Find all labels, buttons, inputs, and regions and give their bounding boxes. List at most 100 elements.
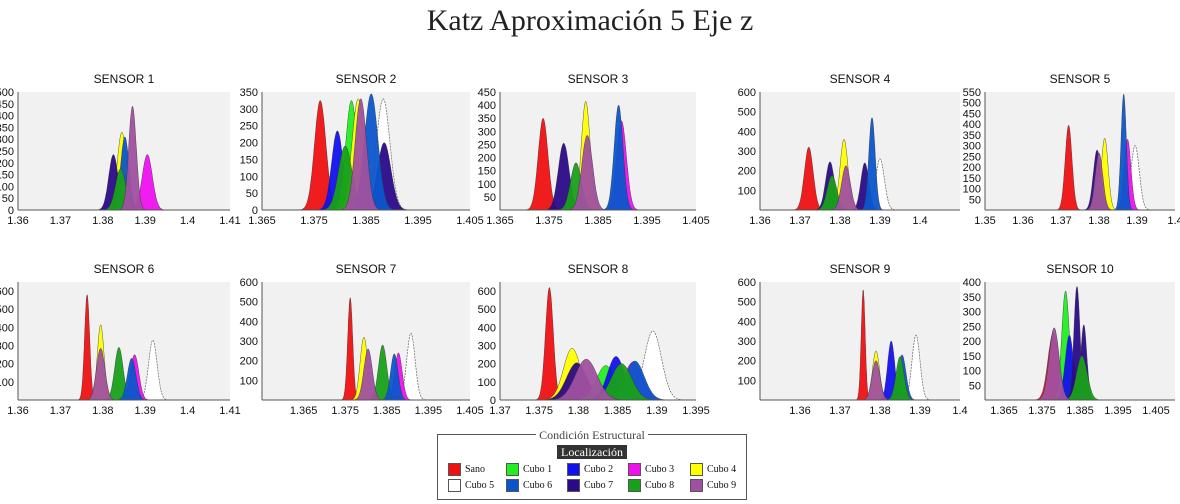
- legend-label: Cubo 4: [707, 464, 737, 475]
- x-tick-label: 1.395: [404, 215, 432, 227]
- x-tick-label: 1.37: [489, 405, 510, 417]
- x-tick-label: 1.4: [952, 405, 967, 417]
- x-tick-label: 1.36: [7, 215, 28, 227]
- y-tick-label: 100: [963, 184, 981, 196]
- panel-title: SENSOR 8: [568, 262, 629, 276]
- density-curve-cubo-9: [1083, 152, 1115, 211]
- y-tick-label: 300: [738, 146, 756, 158]
- legend-item-cubo-1: Cubo 1: [506, 463, 552, 477]
- y-tick-label: 200: [478, 359, 496, 371]
- y-tick-label: 300: [240, 336, 258, 348]
- legend-swatch: [628, 463, 641, 476]
- density-curve-cubo-9: [828, 165, 864, 211]
- y-tick-label: 200: [240, 138, 258, 150]
- x-tick-label: 1.385: [352, 215, 380, 227]
- density-curve-cubo-9: [83, 348, 118, 401]
- x-tick-label: 1.37: [1050, 215, 1071, 227]
- legend-item-cubo-3: Cubo 3: [628, 463, 674, 477]
- figure-title: Katz Aproximación 5 Eje z: [426, 4, 754, 37]
- y-tick-label: 600: [240, 277, 258, 289]
- y-tick-label: 400: [738, 316, 756, 328]
- x-tick-label: 1.36: [789, 405, 810, 417]
- y-tick-label: 150: [963, 351, 981, 363]
- legend-label: Cubo 5: [465, 480, 495, 491]
- y-tick-label: 500: [738, 297, 756, 309]
- legend-swatch: [448, 479, 461, 492]
- y-tick-label: 50: [969, 380, 981, 392]
- y-tick-label: 0: [8, 205, 14, 217]
- x-tick-label: 1.395: [682, 405, 710, 417]
- y-tick-label: 150: [0, 170, 14, 182]
- y-tick-label: 250: [0, 146, 14, 158]
- x-tick-label: 1.38: [1088, 215, 1109, 227]
- x-tick-label: 1.405: [1142, 405, 1170, 417]
- x-tick-label: 1.375: [1028, 405, 1056, 417]
- sensor-panel-1: SENSOR 1 1.36 1.37 1.38 1.39 1.4 1.41 050100150…: [0, 72, 241, 227]
- y-tick-label: 300: [738, 336, 756, 348]
- plot-area: [985, 92, 1175, 210]
- density-curve-cubo-9: [351, 348, 385, 401]
- x-tick-label: 1.41: [219, 215, 240, 227]
- x-tick-label: 1.4: [180, 405, 195, 417]
- y-tick-label: 400: [963, 119, 981, 131]
- y-tick-label: 100: [240, 171, 258, 183]
- x-tick-label: 1.36: [1012, 215, 1033, 227]
- y-tick-label: 0: [490, 395, 496, 407]
- x-tick-label: 1.375: [331, 405, 359, 417]
- x-tick-label: 1.4: [180, 215, 195, 227]
- x-tick-label: 1.385: [1066, 405, 1094, 417]
- x-tick-label: 1.365: [990, 405, 1018, 417]
- y-tick-label: 300: [478, 341, 496, 353]
- x-tick-label: 1.38: [869, 405, 890, 417]
- legend-item-cubo-5: Cubo 5: [448, 479, 494, 493]
- y-tick-label: 250: [478, 139, 496, 151]
- legend-label: Cubo 8: [645, 480, 675, 491]
- x-tick-label: 1.365: [290, 405, 318, 417]
- legend-item-cubo-6: Cubo 6: [506, 479, 552, 493]
- y-tick-label: 500: [478, 304, 496, 316]
- sensor-panel-10: SENSOR 10 1.365 1.375 1.385 1.395 1.405 50 100 1…: [963, 262, 1175, 417]
- y-tick-label: 200: [240, 356, 258, 368]
- y-tick-label: 200: [963, 162, 981, 174]
- x-tick-label: 1.38: [829, 215, 850, 227]
- density-curve-sano: [1054, 124, 1083, 211]
- density-curve-cubo-6: [1113, 93, 1135, 211]
- panel-title: SENSOR 5: [1050, 72, 1111, 86]
- x-tick-label: 1.38: [568, 405, 589, 417]
- legend-item-sano: Sano: [448, 463, 485, 477]
- x-tick-label: 1.39: [869, 215, 890, 227]
- y-tick-label: 400: [0, 322, 14, 334]
- sensor-panel-6: SENSOR 6 1.36 1.37 1.38 1.39 1.4 1.41 100 200 300…: [0, 262, 241, 417]
- y-tick-label: 350: [240, 87, 258, 99]
- y-tick-label: 250: [963, 151, 981, 163]
- density-curve-cubo-9: [117, 105, 148, 211]
- x-tick-label: 1.375: [535, 215, 563, 227]
- y-tick-label: 200: [963, 336, 981, 348]
- y-tick-label: 400: [240, 316, 258, 328]
- y-tick-label: 50: [484, 192, 496, 204]
- legend-label: Cubo 1: [523, 464, 553, 475]
- legend-item-cubo-9: Cubo 9: [690, 479, 736, 493]
- y-tick-label: 400: [0, 111, 14, 123]
- y-tick-label: 600: [478, 286, 496, 298]
- x-tick-label: 1.375: [300, 215, 328, 227]
- panel-title: SENSOR 10: [1046, 262, 1114, 276]
- x-tick-label: 1.36: [7, 405, 28, 417]
- y-tick-label: 500: [0, 304, 14, 316]
- x-tick-label: 1.385: [373, 405, 401, 417]
- y-tick-label: 50: [2, 193, 14, 205]
- y-tick-label: 200: [478, 153, 496, 165]
- y-tick-label: 450: [478, 87, 496, 99]
- legend-caption: Condición Estructural: [536, 428, 648, 442]
- y-tick-label: 300: [963, 141, 981, 153]
- density-curve-cubo-9: [1034, 327, 1074, 401]
- y-tick-label: 500: [738, 107, 756, 119]
- density-curve-cubo-9: [542, 358, 631, 401]
- legend-label: Sano: [465, 464, 485, 475]
- y-tick-label: 200: [738, 166, 756, 178]
- sensor-panel-4: SENSOR 4 1.36 1.37 1.38 1.39 1.4 100 200 300 400 5…: [738, 72, 960, 227]
- sensor-panel-8: SENSOR 8 1.37 1.375 1.38 1.385 1.39 1.395 0 100 2…: [478, 262, 710, 417]
- legend-swatch: [628, 479, 641, 492]
- y-tick-label: 250: [963, 321, 981, 333]
- y-tick-label: 300: [963, 307, 981, 319]
